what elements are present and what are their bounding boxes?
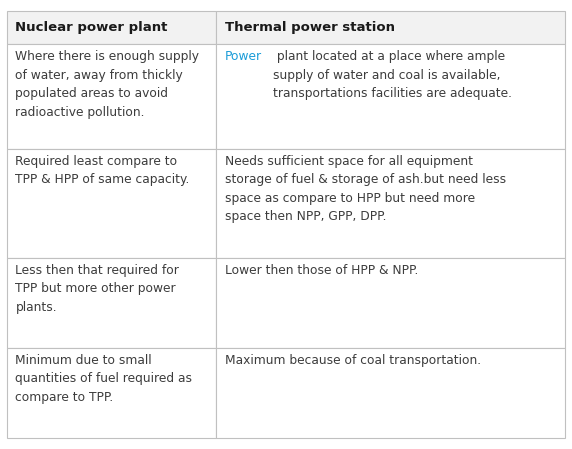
- Bar: [7, 348, 216, 438]
- Bar: [216, 258, 565, 348]
- Bar: [216, 44, 565, 149]
- Text: Minimum due to small
quantities of fuel required as
compare to TPP.: Minimum due to small quantities of fuel …: [15, 354, 192, 404]
- Text: Needs sufficient space for all equipment
storage of fuel & storage of ash.but ne: Needs sufficient space for all equipment…: [225, 155, 506, 223]
- Bar: [7, 11, 216, 44]
- Text: Lower then those of HPP & NPP.: Lower then those of HPP & NPP.: [225, 264, 418, 277]
- Text: Less then that required for
TPP but more other power
plants.: Less then that required for TPP but more…: [15, 264, 179, 314]
- Bar: [7, 44, 216, 149]
- Bar: [7, 149, 216, 258]
- Bar: [216, 149, 565, 258]
- Bar: [216, 348, 565, 438]
- Text: Nuclear power plant: Nuclear power plant: [15, 22, 168, 35]
- Text: Where there is enough supply
of water, away from thickly
populated areas to avoi: Where there is enough supply of water, a…: [15, 50, 200, 119]
- Text: Thermal power station: Thermal power station: [225, 22, 395, 35]
- Text: Maximum because of coal transportation.: Maximum because of coal transportation.: [225, 354, 481, 367]
- Text: Power: Power: [225, 50, 262, 63]
- Text: Required least compare to
TPP & HPP of same capacity.: Required least compare to TPP & HPP of s…: [15, 155, 190, 186]
- Text: plant located at a place where ample
supply of water and coal is available,
tran: plant located at a place where ample sup…: [273, 50, 512, 100]
- Bar: [7, 258, 216, 348]
- Bar: [216, 11, 565, 44]
